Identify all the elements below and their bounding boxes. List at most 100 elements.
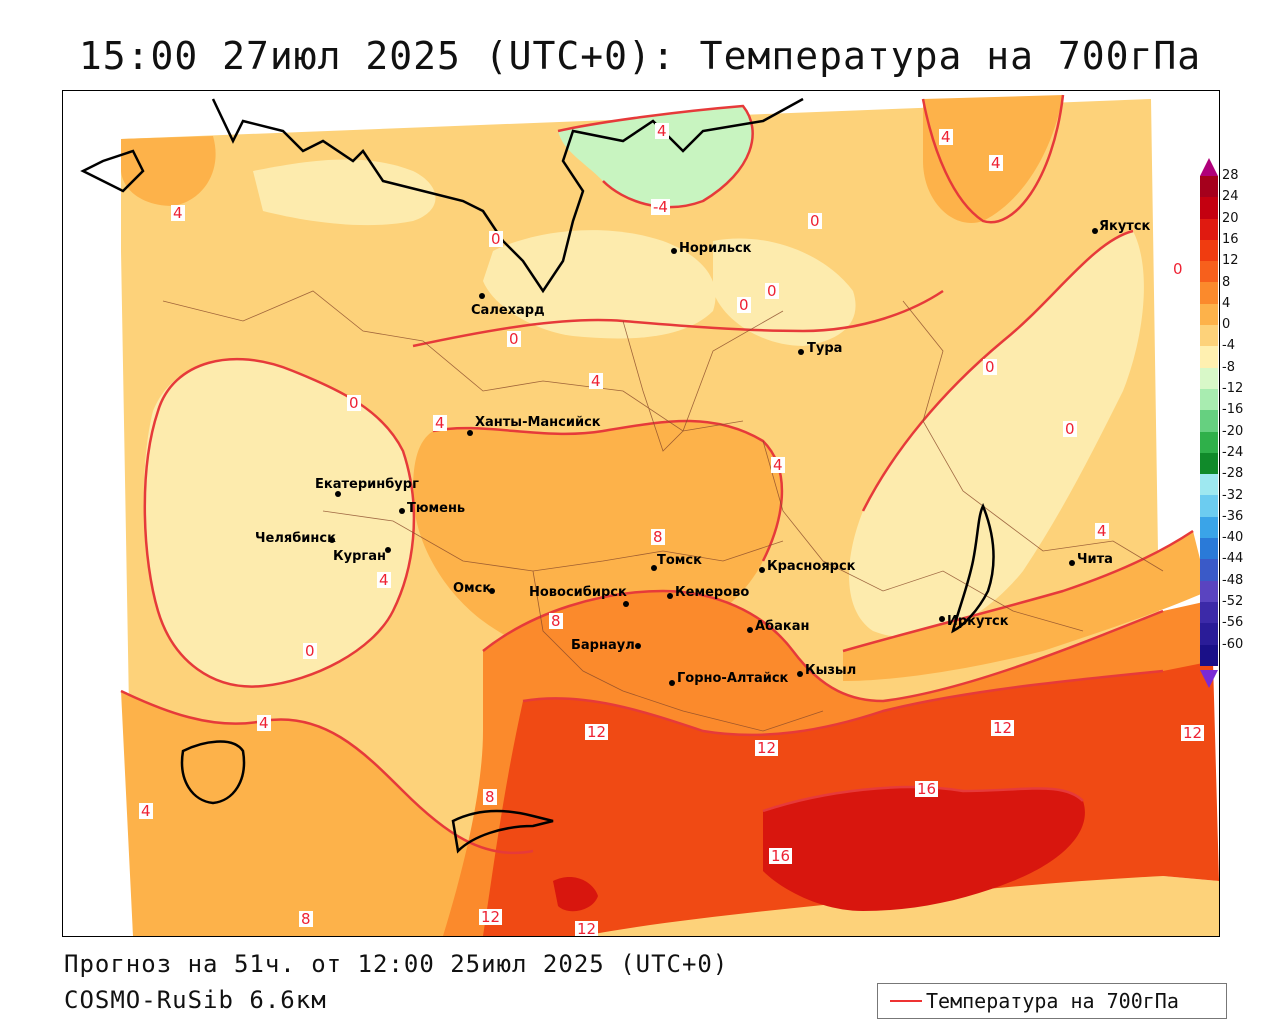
colorbar-segment (1200, 623, 1218, 645)
colorbar-tick-label: -20 (1222, 423, 1244, 439)
colorbar-segment (1200, 644, 1218, 666)
contour-label: 0 (1063, 420, 1077, 438)
city-label: Чита (1077, 552, 1113, 567)
colorbar-segment (1200, 516, 1218, 539)
city-dot (1092, 228, 1098, 234)
contour-label: 4 (257, 714, 271, 732)
coastline (211, 97, 804, 294)
colorbar-segment (1200, 410, 1218, 432)
colorbar-tick-label: -32 (1222, 487, 1244, 503)
field-0-4 (483, 230, 716, 339)
field-0-4 (849, 231, 1144, 638)
city-dot (651, 565, 657, 571)
city-dot (759, 567, 765, 573)
lake-baikal (951, 502, 995, 634)
city-label: Курган (333, 549, 386, 564)
contour-label: 4 (989, 154, 1003, 172)
colorbar-tick-label: -44 (1222, 551, 1244, 567)
city-dot (467, 430, 473, 436)
contour-label: 12 (479, 908, 503, 926)
isotherm (412, 289, 944, 348)
colorbar-tick-label: 4 (1222, 295, 1231, 311)
isotherm (432, 419, 784, 562)
contour-label: 8 (483, 788, 497, 806)
isotherm (842, 529, 1194, 653)
contour-label: -4 (651, 198, 670, 216)
region-border (322, 510, 784, 572)
colorbar-tick-label: -52 (1222, 594, 1244, 609)
region-border (162, 290, 744, 432)
model-caption: COSMO-RuSib 6.6км (64, 986, 327, 1014)
region-border (762, 440, 1084, 632)
city-label: Омск (453, 581, 492, 596)
colorbar-segment (1200, 452, 1218, 475)
city-dot (623, 601, 629, 607)
contour-label: 0 (808, 212, 822, 230)
city-dot (335, 491, 341, 497)
contour-label: 12 (585, 723, 609, 741)
colorbar-segment (1200, 346, 1218, 368)
contour-label: 12 (755, 739, 779, 757)
contour-label: 0 (489, 230, 503, 248)
isotherm (120, 689, 534, 855)
colorbar-segment (1200, 495, 1218, 517)
contour-label: 12 (991, 719, 1015, 737)
isotherm (482, 589, 1164, 703)
contour-label: 0 (765, 282, 779, 300)
colorbar-tick-label: -40 (1222, 530, 1244, 546)
isotherm (762, 785, 1084, 813)
colorbar-segment (1200, 538, 1218, 560)
region-border (622, 310, 784, 452)
city-label: Кызыл (805, 663, 857, 678)
city-label: Горно-Алтайск (677, 671, 789, 686)
field-4-8 (843, 531, 1208, 681)
colorbar-tick-label: -60 (1222, 636, 1244, 652)
contour-label: 4 (771, 456, 785, 474)
colorbar-segment (1200, 559, 1218, 581)
colorbar (1200, 176, 1218, 666)
city-dot (671, 248, 677, 254)
isotherm (143, 358, 416, 688)
contour-label: 8 (651, 528, 665, 546)
colorbar-tick-label: 8 (1222, 274, 1231, 290)
city-dot (798, 349, 804, 355)
colorbar-segment (1200, 197, 1218, 219)
colorbar-tick-label: 20 (1222, 210, 1239, 226)
colorbar-segment (1200, 325, 1218, 347)
colorbar-segment (1200, 431, 1218, 453)
field-0-4 (713, 238, 856, 346)
isotherm (921, 94, 1065, 224)
colorbar-segment (1200, 580, 1218, 602)
city-label: Томск (657, 553, 702, 568)
legend: Температура на 700гПа (877, 983, 1227, 1019)
contour-label: 4 (939, 128, 953, 146)
field-0-4 (143, 359, 414, 687)
colorbar-segment (1200, 303, 1218, 326)
city-dot (385, 547, 391, 553)
colorbar-tick-label: -8 (1222, 359, 1235, 375)
contour-label: 0 (347, 394, 361, 412)
colorbar-tick-label: 24 (1222, 189, 1239, 205)
field-4-8 (121, 136, 216, 206)
contour-label: 0 (737, 296, 751, 314)
field-16-20 (763, 787, 1085, 911)
city-label: Красноярск (767, 559, 856, 574)
contour-label: 12 (1181, 724, 1205, 742)
contour-label: 4 (139, 802, 153, 820)
legend-label: Температура на 700гПа (926, 989, 1179, 1013)
colorbar-tick-label: -48 (1222, 572, 1244, 588)
city-dot (399, 508, 405, 514)
colorbar-tick-label: -56 (1222, 615, 1244, 631)
coastline (80, 149, 145, 193)
colorbar-segment (1200, 261, 1218, 283)
city-dot (635, 643, 641, 649)
colorbar-segment (1200, 601, 1218, 624)
temperature-map: Якутск Норильск Салехард Тура Ханты-Манс… (62, 90, 1220, 937)
city-label: Салехард (471, 303, 545, 318)
field-0-4 (253, 159, 436, 226)
colorbar-min-arrow (1200, 670, 1218, 688)
colorbar-max-arrow (1200, 158, 1218, 176)
colorbar-segment (1200, 218, 1218, 240)
city-label: Якутск (1099, 219, 1151, 234)
contour-label: 4 (377, 571, 391, 589)
